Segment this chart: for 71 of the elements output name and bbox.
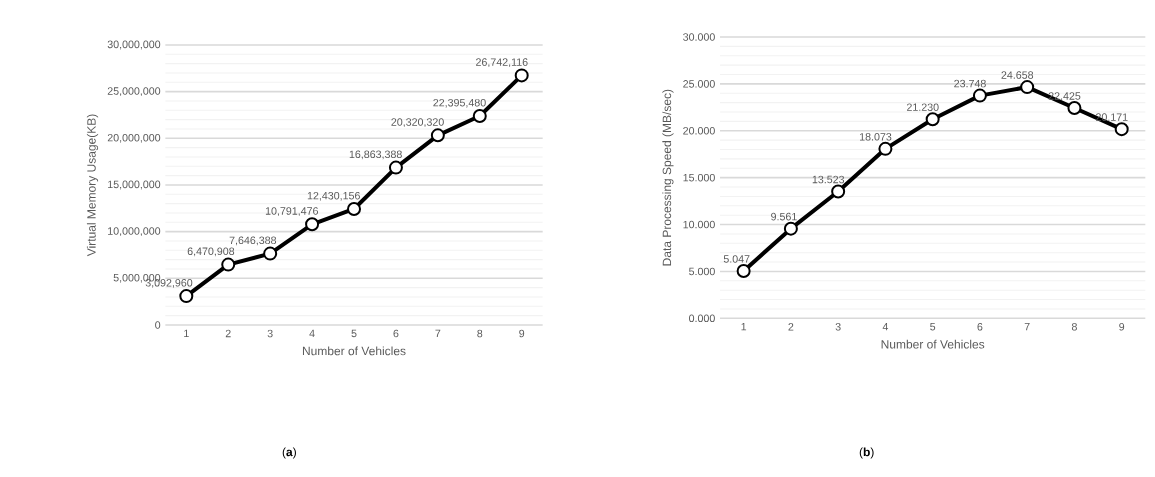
data-label: 7,646,388 [229,236,277,246]
x-tick-label: 7 [1024,323,1030,331]
data-label: 13.523 [812,175,845,184]
x-tick-label: 1 [741,323,747,331]
point [221,257,236,272]
y-tick-label: 0.000 [689,314,715,323]
x-tick-label: 9 [1119,323,1125,331]
y-tick-label: 10,000,000 [108,227,161,237]
data-label: 12,430,156 [307,191,360,201]
point [925,112,940,127]
y-tick-label: 20.000 [683,127,715,135]
x-tick-label: 8 [477,329,483,338]
y-tick-label: 30,000,000 [107,40,161,50]
y-tick-label: 5.000 [689,267,715,276]
x-tick-label: 1 [184,329,189,338]
x-tick-label: 6 [393,329,399,338]
data-label: 10,791,476 [265,207,318,216]
data-label: 21.230 [906,103,939,111]
x-tick-label: 2 [225,329,231,338]
point [736,263,751,278]
point [831,184,846,199]
point [388,160,403,175]
point [347,201,362,216]
y-tick-label: 15,000,000 [108,180,161,190]
y-tick-label: 25.000 [683,80,715,88]
y-tick-label: 10.000 [683,220,715,229]
x-axis-title: Number of Vehicles [881,339,985,349]
data-label: 24.658 [1001,71,1034,79]
x-tick-label: 5 [351,329,357,338]
point [1020,80,1035,95]
x-tick-label: 3 [835,323,841,331]
data-label: 9.561 [771,212,797,221]
point [783,221,798,236]
x-tick-label: 6 [977,323,983,331]
data-label: 20,320,320 [391,118,444,128]
y-tick-label: 25,000,000 [107,87,161,97]
data-label: 6,470,908 [187,247,235,257]
data-label: 20.171 [1096,113,1128,121]
point [305,217,320,232]
point [878,141,893,156]
point [514,68,529,83]
text: (a) [282,447,296,459]
y-axis-title: Virtual Memory Usage(KB) [86,114,99,257]
point [472,108,487,123]
data-label: 5.047 [723,255,750,263]
data-label: 26,742,116 [476,58,528,68]
data-label: 16,863,388 [349,150,402,160]
data-label: 23.748 [954,79,986,88]
y-axis-title: Data Processing Speed (MB/sec) [662,89,674,266]
x-tick-label: 7 [435,329,441,338]
point [972,88,987,103]
x-tick-label: 2 [788,323,794,331]
point [263,246,278,261]
data-label: 22,395,480 [433,98,486,108]
y-tick-label: 30.000 [683,33,715,41]
text: (b) [859,447,874,459]
y-tick-label: 20,000,000 [107,133,161,143]
point [430,128,445,143]
point [1067,101,1082,116]
data-label: 18.073 [860,133,892,141]
x-tick-label: 3 [267,329,273,338]
x-tick-label: 8 [1071,323,1077,331]
y-tick-label: 0 [155,321,161,329]
x-tick-label: 4 [882,323,889,331]
x-tick-label: 5 [930,323,936,331]
y-tick-label: 15.000 [683,173,715,182]
x-axis-title: Number of Vehicles [302,346,406,356]
x-tick-label: 9 [519,329,525,338]
point [179,289,194,304]
x-tick-label: 4 [309,329,315,338]
point [1114,122,1129,137]
